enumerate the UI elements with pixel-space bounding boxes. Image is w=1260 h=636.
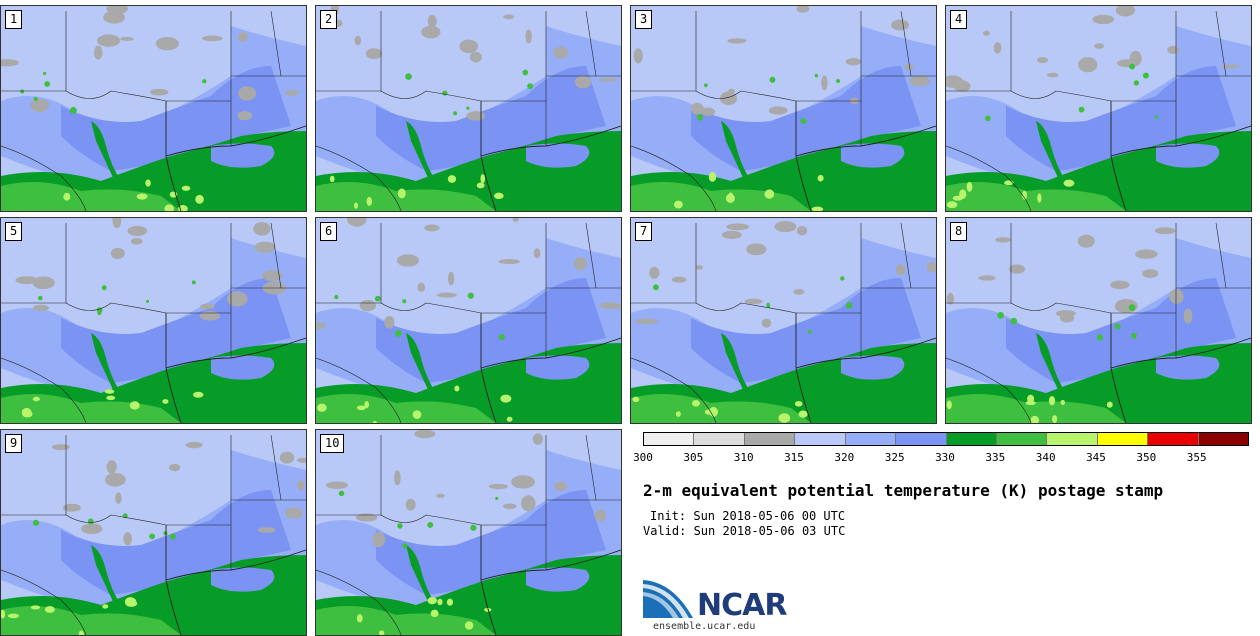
colorbar-swatch [895,433,946,445]
colorbar-swatch [794,433,845,445]
panel-number-label: 7 [635,222,653,241]
panel-number-label: 9 [5,434,23,453]
colorbar-swatch [844,433,896,445]
member-map-panel: 8 [945,217,1252,424]
panel-number-label: 10 [320,434,345,453]
colorbar-tick-label: 355 [1186,451,1207,464]
colorbar-tick-label: 345 [1086,451,1106,464]
member-map-panel: 4 [945,5,1252,212]
colorbar-tick-label: 305 [683,451,704,464]
colorbar-tick-label: 310 [733,451,754,464]
colorbar-swatch [995,433,1047,445]
colorbar-tick-label: 315 [784,451,804,464]
colorbar-tick-label: 350 [1136,451,1157,464]
panel-number-label: 1 [5,10,23,29]
colorbar-tick-label: 300 [633,451,653,464]
colorbar-tick-label: 330 [935,451,955,464]
figure-title: 2-m equivalent potential temperature (K)… [643,481,1164,500]
panel-number-label: 6 [320,222,338,241]
ncar-logo-icon [643,580,693,618]
ncar-logo-text: NCAR [697,588,787,623]
colorbar-tick-label: 325 [884,451,905,464]
colorbar-tick-label: 340 [1035,451,1056,464]
member-map-panel: 10 [315,429,622,636]
colorbar-swatch [1147,433,1198,445]
init-time: Init: Sun 2018-05-06 00 UTC [650,509,846,523]
member-map-panel: 6 [315,217,622,424]
member-map-panel: 2 [315,5,622,212]
colorbar-tick-label: 320 [834,451,855,464]
member-map-panel: 9 [0,429,307,636]
colorbar [643,432,1249,446]
valid-time: Valid: Sun 2018-05-06 03 UTC [643,524,846,538]
panel-number-label: 2 [320,10,338,29]
member-map-panel: 3 [630,5,937,212]
colorbar-swatch [743,433,795,445]
panel-number-label: 4 [950,10,968,29]
logo-url: ensemble.ucar.edu [653,621,756,632]
panel-number-label: 3 [635,10,653,29]
member-map-panel: 5 [0,217,307,424]
panel-number-label: 8 [950,222,968,241]
member-map-panel: 1 [0,5,307,212]
colorbar-swatch [1046,433,1097,445]
member-map-panel: 7 [630,217,937,424]
colorbar-swatch [644,433,694,445]
colorbar-tick-label: 335 [985,451,1006,464]
colorbar-ticks: 300 305 310 315 320 325 330 335 340 345 350 355 [633,451,1247,465]
colorbar-swatch [1096,433,1148,445]
colorbar-swatch [693,433,744,445]
colorbar-swatch [1197,433,1249,445]
colorbar-swatch [945,433,996,445]
panel-number-label: 5 [5,222,23,241]
